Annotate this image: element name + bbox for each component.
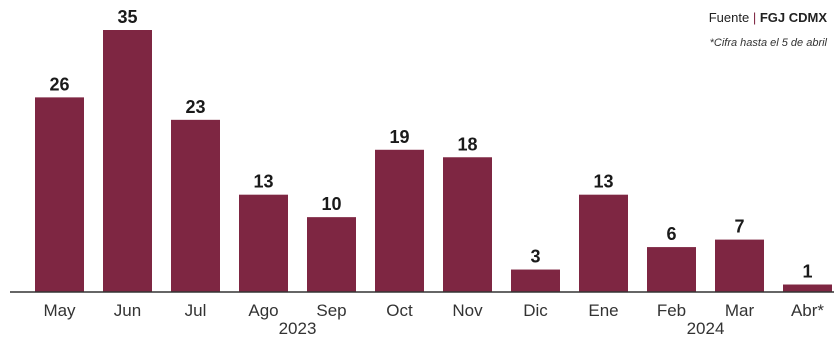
value-label-8: 13 xyxy=(593,172,613,192)
bar-3 xyxy=(239,194,288,292)
category-label-2: Jul xyxy=(185,301,207,320)
category-label-5: Oct xyxy=(386,301,413,320)
category-label-4: Sep xyxy=(316,301,346,320)
value-label-5: 19 xyxy=(389,127,409,147)
bar-5 xyxy=(375,149,424,292)
year-label-0: 2023 xyxy=(279,319,317,338)
value-label-0: 26 xyxy=(49,74,69,94)
value-label-10: 7 xyxy=(734,217,744,237)
value-label-4: 10 xyxy=(321,194,341,214)
value-label-3: 13 xyxy=(253,172,273,192)
year-labels-group: 2023 2024 xyxy=(279,319,725,338)
category-labels-group: May Jun Jul Ago Sep Oct Nov Dic Ene Feb Mar Abr* xyxy=(43,301,824,320)
value-label-7: 3 xyxy=(530,247,540,267)
category-label-9: Feb xyxy=(657,301,686,320)
value-label-1: 35 xyxy=(117,7,137,27)
category-label-8: Ene xyxy=(588,301,618,320)
source-name: FGJ CDMX xyxy=(760,10,828,25)
bar-9 xyxy=(647,247,696,292)
source-divider: | xyxy=(749,10,760,25)
value-label-9: 6 xyxy=(666,224,676,244)
value-label-11: 1 xyxy=(802,262,812,282)
value-label-2: 23 xyxy=(185,97,205,117)
category-label-6: Nov xyxy=(452,301,483,320)
category-label-11: Abr* xyxy=(791,301,824,320)
bar-11 xyxy=(783,284,832,292)
bar-7 xyxy=(511,269,560,292)
value-label-6: 18 xyxy=(457,134,477,154)
bar-1 xyxy=(103,30,152,292)
footnote: *Cifra hasta el 5 de abril xyxy=(710,37,828,49)
category-label-3: Ago xyxy=(248,301,278,320)
category-label-1: Jun xyxy=(114,301,141,320)
bar-8 xyxy=(579,194,628,292)
category-label-0: May xyxy=(43,301,76,320)
source-prefix: Fuente xyxy=(709,10,749,25)
category-label-7: Dic xyxy=(523,301,548,320)
category-label-10: Mar xyxy=(725,301,755,320)
bar-4 xyxy=(307,217,356,292)
source-label: Fuente | FGJ CDMX xyxy=(709,10,828,25)
year-label-1: 2024 xyxy=(687,319,725,338)
bar-2 xyxy=(171,119,220,292)
bar-6 xyxy=(443,157,492,292)
bar-0 xyxy=(35,97,84,292)
bar-10 xyxy=(715,239,764,292)
value-labels-group: 26 35 23 13 10 19 18 3 13 6 7 1 xyxy=(49,7,812,282)
bars-group xyxy=(35,30,832,292)
